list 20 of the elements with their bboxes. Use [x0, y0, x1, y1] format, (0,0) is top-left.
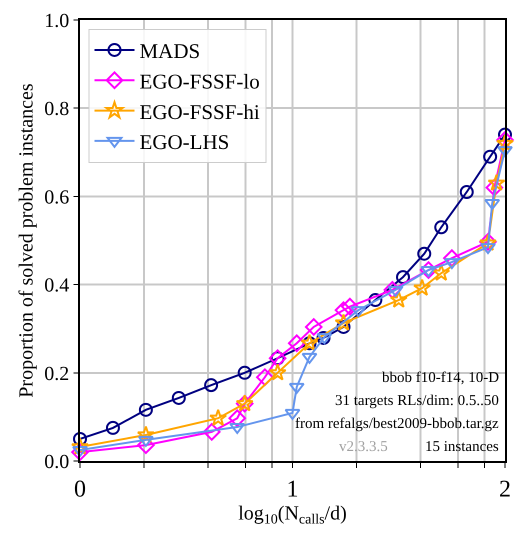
y-axis-title: Proportion of solved problem instances	[15, 83, 38, 398]
y-tick-label: 0.8	[44, 98, 70, 120]
x-tick-label: 1	[286, 476, 298, 503]
annotation: from refalgs/best2009-bbob.tar.gz	[295, 416, 500, 432]
annotation: 15 instances	[425, 439, 499, 455]
legend-label: EGO-FSSF-lo	[140, 69, 260, 94]
y-tick-label: 0.6	[44, 186, 70, 208]
x-tick-label: 0	[74, 476, 86, 503]
legend-label: MADS	[140, 39, 200, 64]
annotation: 31 targets RLs/dim: 0.5..50	[335, 393, 499, 409]
y-tick-label: 0.4	[44, 274, 70, 297]
y-tick-label: 0.2	[44, 362, 70, 385]
legend-label: EGO-LHS	[140, 130, 230, 154]
y-tick-label: 0.0	[44, 451, 70, 473]
legend-label: EGO-FSSF-hi	[140, 100, 260, 124]
annotation: v2.3.3.5	[339, 439, 388, 455]
x-tick-label: 2	[499, 476, 511, 503]
y-tick-label: 1.0	[44, 10, 70, 32]
annotation: bbob f10-f14, 10-D	[382, 370, 500, 386]
x-axis-title: log$_{10}$(N$_{calls}$/d)	[238, 502, 347, 528]
